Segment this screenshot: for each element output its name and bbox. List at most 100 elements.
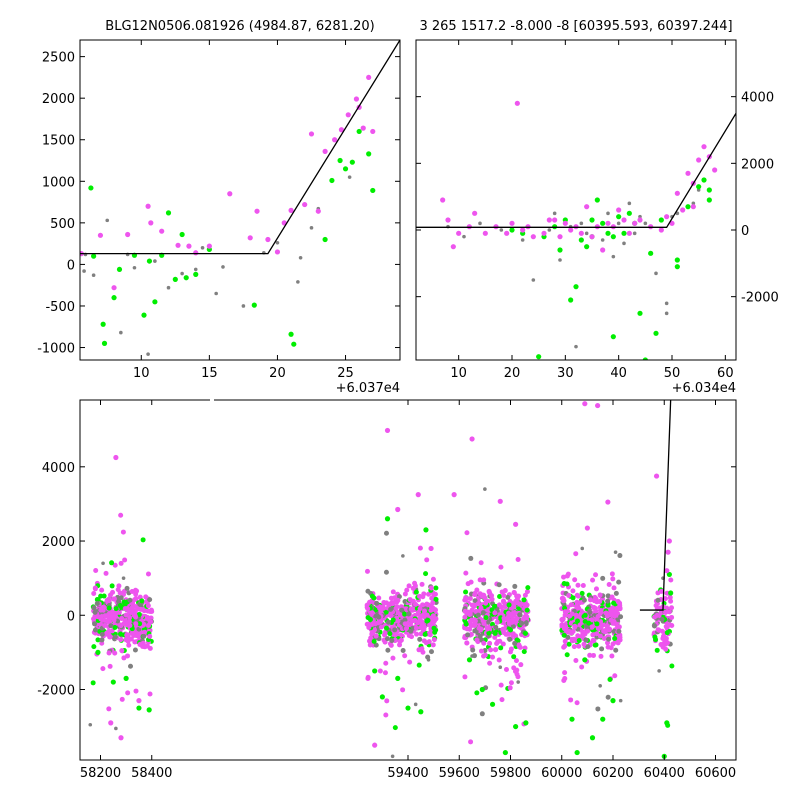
data-point bbox=[523, 602, 529, 608]
data-point bbox=[428, 649, 434, 655]
data-point bbox=[95, 649, 101, 655]
data-point bbox=[478, 221, 482, 226]
data-point bbox=[595, 625, 601, 631]
data-point bbox=[496, 657, 502, 663]
data-point bbox=[584, 204, 590, 210]
data-point bbox=[110, 679, 116, 685]
data-point bbox=[605, 694, 611, 700]
data-point bbox=[372, 668, 378, 674]
data-point bbox=[451, 492, 457, 498]
data-point bbox=[664, 301, 669, 306]
data-point bbox=[139, 598, 145, 604]
data-point bbox=[113, 454, 119, 461]
data-point bbox=[117, 603, 123, 609]
data-point bbox=[610, 224, 616, 230]
data-point bbox=[147, 608, 153, 614]
data-point bbox=[487, 660, 493, 666]
data-point bbox=[591, 638, 597, 644]
data-point bbox=[669, 614, 675, 620]
data-point bbox=[462, 608, 468, 614]
data-point bbox=[114, 726, 118, 731]
data-point bbox=[472, 623, 478, 629]
data-point bbox=[524, 589, 530, 595]
data-point bbox=[472, 592, 478, 598]
data-point bbox=[568, 227, 574, 233]
data-point bbox=[470, 654, 474, 658]
data-point bbox=[93, 567, 99, 573]
data-point bbox=[113, 606, 119, 612]
data-point bbox=[559, 617, 565, 623]
data-point bbox=[142, 644, 148, 650]
data-point bbox=[486, 588, 492, 594]
data-point bbox=[123, 621, 129, 627]
data-point bbox=[573, 284, 579, 290]
data-point bbox=[274, 249, 281, 255]
data-point bbox=[587, 609, 593, 615]
data-point bbox=[395, 618, 401, 624]
data-point bbox=[558, 258, 562, 262]
data-point bbox=[500, 641, 506, 647]
data-point bbox=[600, 220, 606, 226]
data-point bbox=[147, 691, 153, 697]
axes-frame bbox=[79, 39, 401, 361]
y-tick-label: 2000 bbox=[42, 535, 75, 550]
data-point bbox=[193, 250, 199, 256]
data-point bbox=[265, 236, 271, 243]
data-point bbox=[505, 594, 511, 600]
data-point bbox=[609, 607, 615, 613]
data-point bbox=[345, 112, 351, 118]
data-point bbox=[475, 612, 481, 618]
data-point bbox=[132, 639, 138, 645]
data-point bbox=[498, 564, 504, 570]
data-point bbox=[367, 642, 373, 648]
data-point bbox=[94, 597, 100, 603]
data-point bbox=[668, 577, 674, 583]
data-point bbox=[107, 615, 113, 621]
data-point bbox=[419, 581, 425, 587]
data-point bbox=[492, 630, 498, 636]
data-point bbox=[353, 96, 360, 102]
data-point bbox=[392, 599, 398, 605]
plot-area bbox=[80, 40, 400, 356]
data-point bbox=[379, 694, 385, 700]
data-point bbox=[430, 600, 436, 606]
data-point bbox=[517, 612, 523, 618]
data-point bbox=[106, 650, 112, 656]
data-point bbox=[479, 686, 485, 693]
data-point bbox=[418, 709, 424, 715]
chart-title: BLG12N0506.081926 (4984.87, 6281.20) bbox=[105, 19, 374, 34]
data-point bbox=[600, 575, 606, 581]
data-point bbox=[507, 649, 513, 655]
data-point bbox=[377, 668, 383, 674]
data-point bbox=[186, 243, 192, 249]
data-point bbox=[146, 352, 150, 356]
data-point bbox=[97, 232, 104, 238]
data-point bbox=[376, 614, 382, 620]
y-tick-label: -2000 bbox=[37, 683, 75, 698]
data-point bbox=[522, 592, 528, 598]
data-point bbox=[372, 627, 378, 633]
data-point bbox=[610, 576, 616, 582]
data-point bbox=[416, 609, 422, 615]
data-point bbox=[521, 597, 527, 603]
data-point bbox=[655, 597, 661, 603]
data-point bbox=[574, 749, 580, 756]
data-point bbox=[701, 144, 707, 150]
data-point bbox=[674, 257, 680, 263]
y-tick-label: 500 bbox=[50, 217, 75, 232]
data-point bbox=[575, 593, 581, 599]
data-point bbox=[637, 217, 643, 223]
data-point bbox=[690, 204, 696, 210]
data-point bbox=[166, 285, 171, 290]
data-point bbox=[431, 592, 437, 598]
data-point bbox=[372, 742, 378, 748]
data-point bbox=[407, 597, 413, 603]
data-point bbox=[525, 224, 531, 230]
data-point bbox=[464, 640, 470, 646]
data-point bbox=[607, 677, 613, 683]
x-tick-label: 60600 bbox=[695, 766, 736, 781]
y-tick-label: 1000 bbox=[42, 175, 75, 190]
data-point bbox=[383, 609, 389, 615]
data-point bbox=[520, 616, 526, 622]
data-point bbox=[557, 234, 563, 240]
